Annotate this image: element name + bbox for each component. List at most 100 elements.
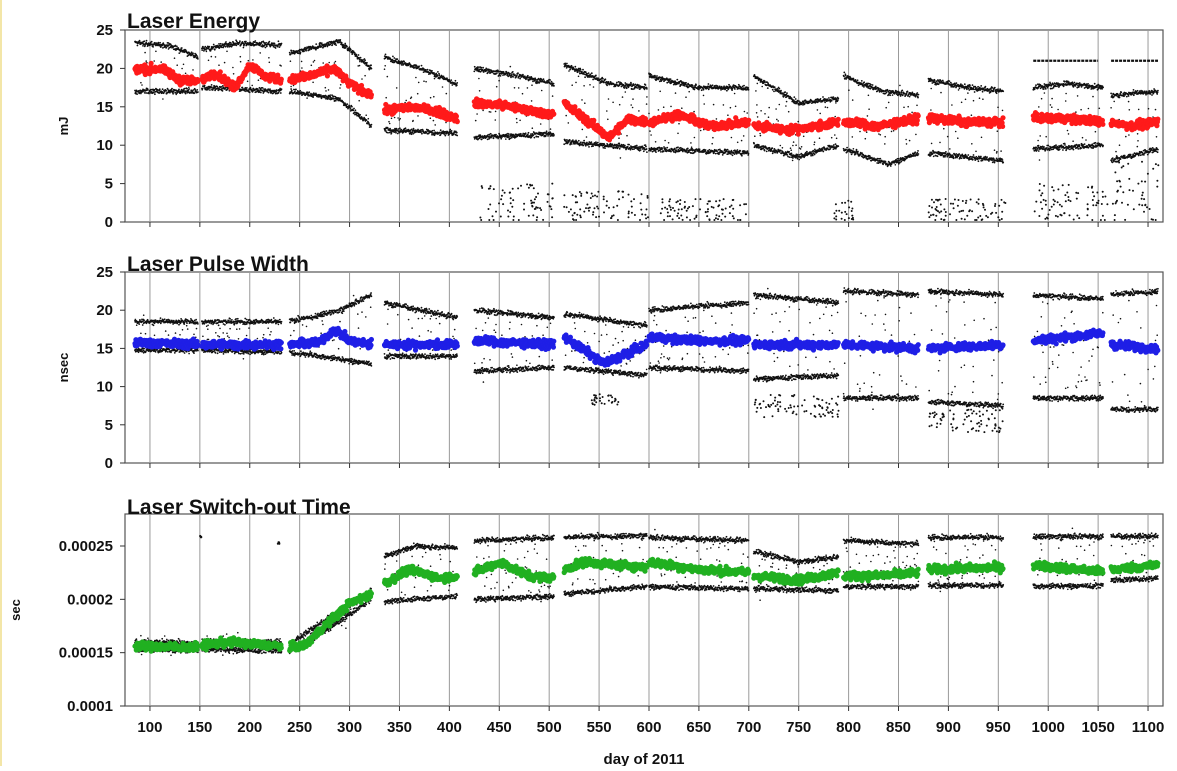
bound-point	[185, 93, 187, 95]
scatter-point	[655, 141, 657, 143]
bound-point	[624, 145, 626, 147]
bound-point	[456, 85, 458, 87]
scatter-point	[339, 87, 341, 89]
bound-point	[933, 156, 935, 158]
bound-point	[875, 86, 877, 88]
bound-point	[202, 46, 204, 48]
bound-point	[627, 146, 629, 148]
bound-point	[977, 86, 979, 88]
bound-point	[901, 90, 903, 92]
scatter-point	[361, 78, 363, 80]
scatter-point	[582, 129, 584, 131]
bound-point	[967, 154, 969, 156]
bound-point	[608, 81, 610, 83]
bound-point	[843, 76, 845, 78]
bound-point	[949, 80, 951, 82]
scatter-point	[691, 146, 693, 148]
bound-point	[516, 75, 518, 77]
bound-point	[703, 89, 705, 91]
bound-point	[537, 136, 539, 138]
bound-point	[450, 79, 452, 81]
bound-point	[569, 139, 571, 141]
bound-point	[534, 137, 536, 139]
bound-point	[797, 154, 799, 156]
bound-point	[269, 88, 271, 90]
bound-point	[846, 147, 848, 149]
bound-point	[952, 156, 954, 158]
bound-point	[806, 151, 808, 153]
scatter-point	[495, 111, 497, 113]
bound-point	[387, 132, 389, 134]
bound-point	[448, 133, 450, 135]
scatter-point	[328, 62, 330, 64]
bound-point	[695, 151, 697, 153]
bound-point	[604, 147, 606, 149]
scatter-point	[581, 99, 583, 101]
scatter-point	[240, 56, 242, 58]
scatter-point	[792, 145, 794, 147]
scatter-point	[181, 68, 183, 70]
bound-point	[553, 83, 555, 85]
scatter-point	[735, 106, 737, 108]
scatter-point	[741, 140, 743, 142]
scatter-point	[906, 143, 908, 145]
bound-point	[822, 96, 824, 98]
scatter-point	[803, 136, 805, 138]
bound-point	[158, 42, 160, 44]
scatter-point	[813, 144, 815, 146]
bound-point	[339, 39, 341, 41]
bound-point	[784, 91, 786, 93]
scatter-point	[703, 95, 705, 97]
scatter-point	[911, 112, 913, 114]
bound-point	[886, 92, 888, 94]
bound-point	[339, 97, 341, 99]
bound-point	[640, 149, 642, 151]
scatter-point	[215, 56, 217, 58]
bound-point	[176, 46, 178, 48]
scatter-point	[884, 136, 886, 138]
bound-point	[786, 154, 788, 156]
scatter-point	[973, 100, 975, 102]
bound-point	[139, 40, 141, 42]
bound-point	[992, 87, 994, 89]
bound-point	[289, 52, 291, 54]
bound-point	[346, 103, 348, 105]
bound-point	[359, 114, 361, 116]
scatter-point	[516, 122, 518, 124]
scatter-point	[768, 107, 770, 109]
scatter-point	[418, 82, 420, 84]
bound-point	[900, 161, 902, 163]
bound-point	[737, 149, 739, 151]
scatter-point	[670, 106, 672, 108]
scatter-point	[589, 84, 591, 86]
bound-point	[730, 153, 732, 155]
bound-point	[636, 145, 638, 147]
bound-point	[835, 148, 837, 150]
bound-point	[994, 162, 996, 164]
bound-point	[299, 90, 301, 92]
scatter-point	[746, 112, 748, 114]
scatter-point	[527, 87, 529, 89]
scatter-point	[620, 157, 622, 159]
bound-point	[154, 89, 156, 91]
bound-point	[934, 80, 936, 82]
scatter-point	[958, 89, 960, 91]
scatter-point	[930, 88, 932, 90]
bound-point	[906, 93, 908, 95]
bound-point	[196, 89, 198, 91]
bound-point	[397, 58, 399, 60]
scatter-point	[712, 137, 714, 139]
bound-point	[772, 89, 774, 91]
bound-point	[341, 42, 343, 44]
bound-point	[514, 74, 516, 76]
bound-point	[512, 71, 514, 73]
bound-point	[969, 85, 971, 87]
bound-point	[371, 124, 373, 126]
bound-point	[349, 106, 351, 108]
bound-point	[630, 83, 632, 85]
scatter-point	[162, 98, 164, 100]
bound-point	[861, 80, 863, 82]
bound-point	[966, 88, 968, 90]
bound-point	[732, 154, 734, 156]
bound-point	[239, 42, 241, 44]
